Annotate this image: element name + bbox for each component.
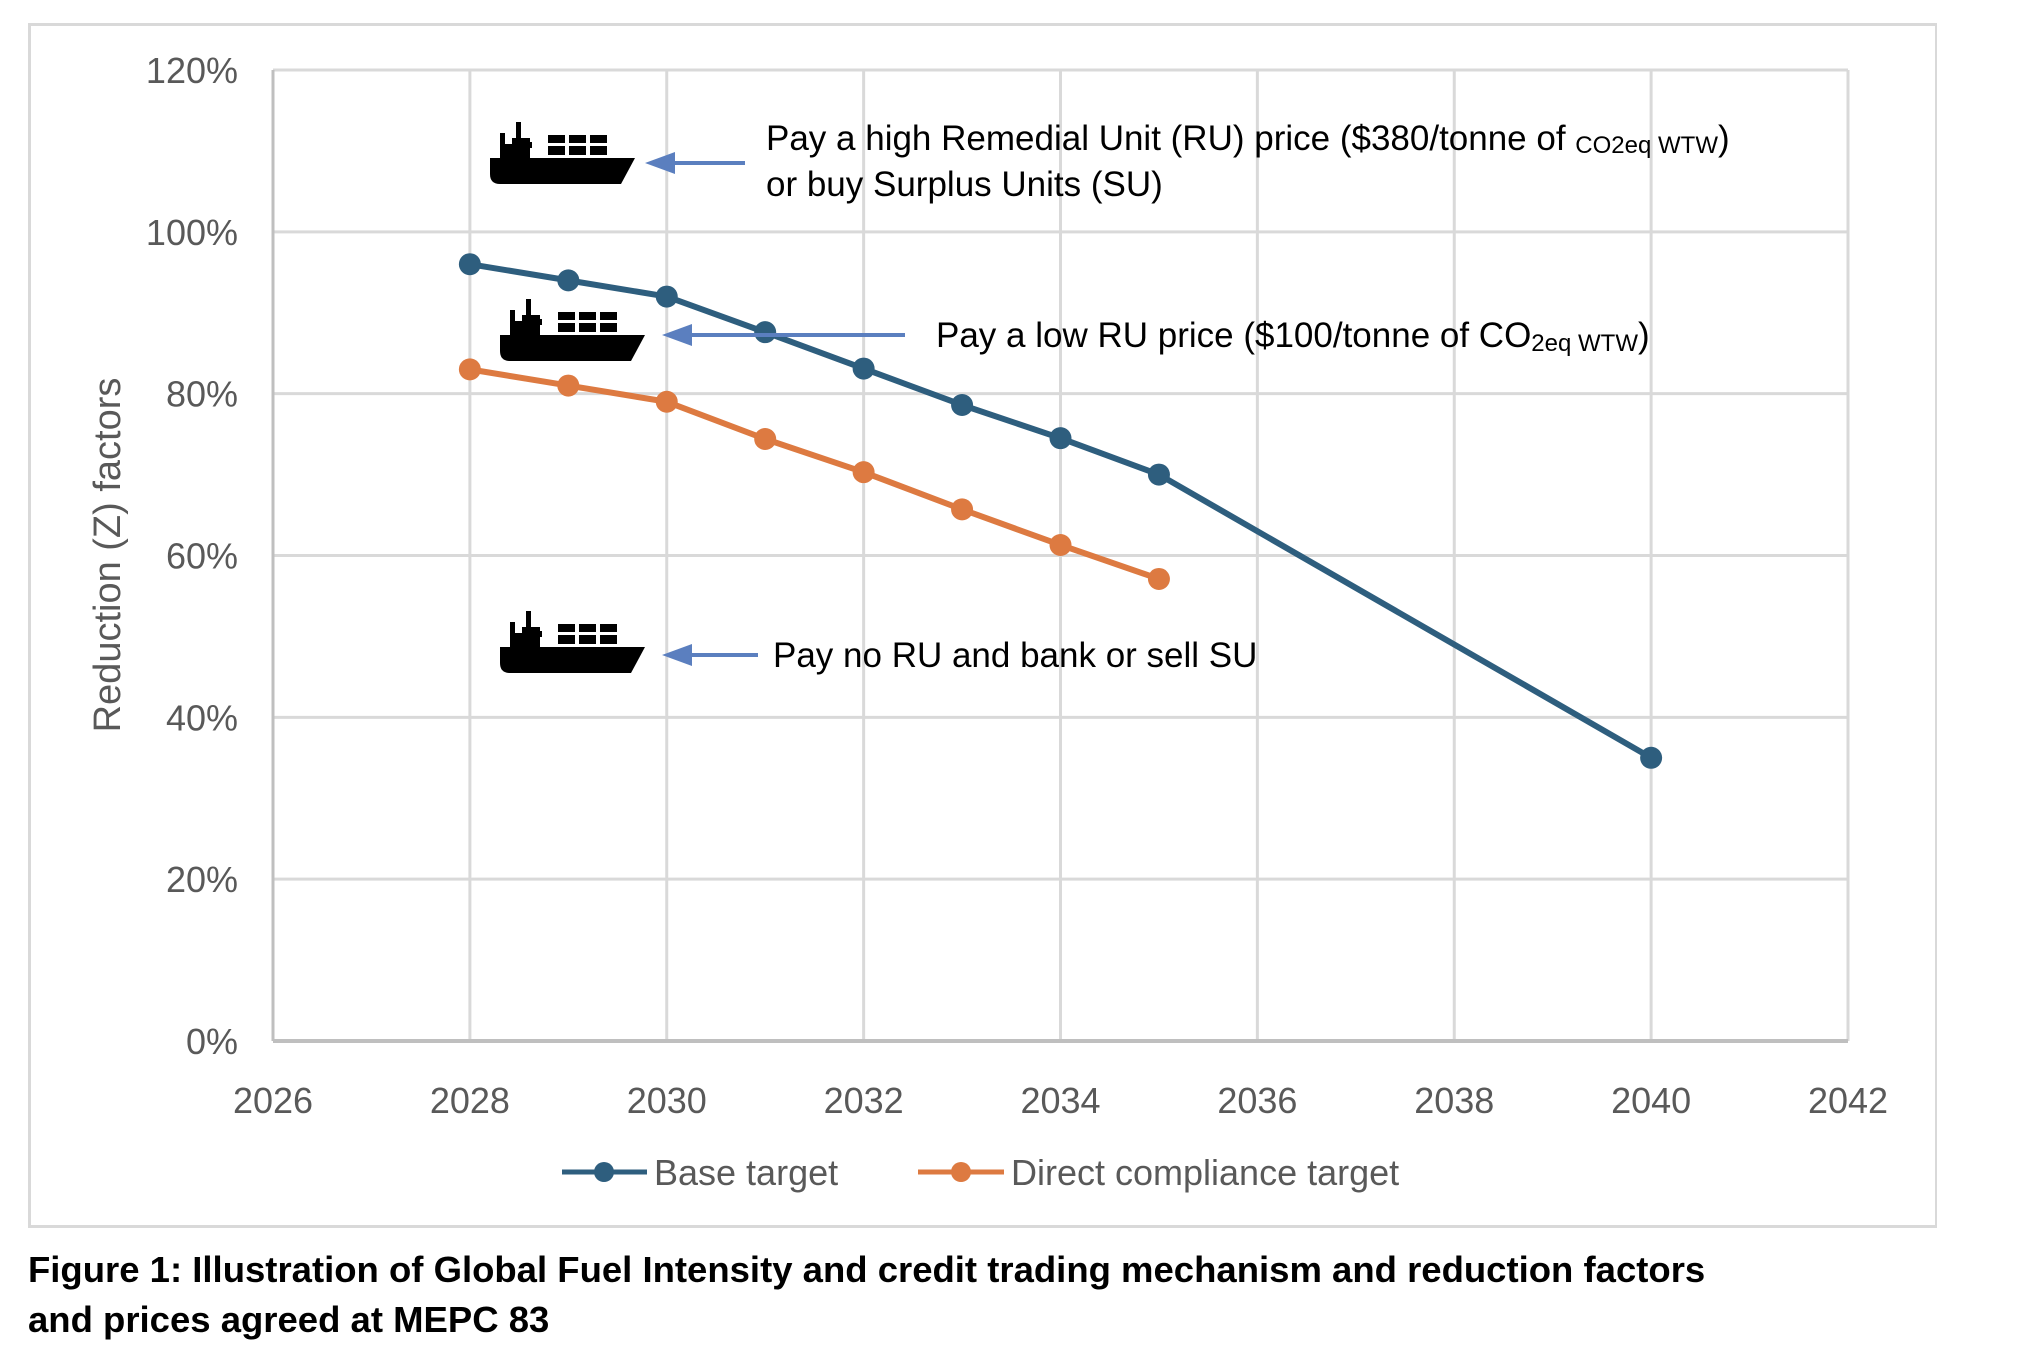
figure-caption: Figure 1: Illustration of Global Fuel In… bbox=[28, 1245, 2028, 1345]
cargo-ship-icon bbox=[500, 611, 645, 673]
legend-item-base-target: Base target bbox=[562, 1152, 838, 1193]
x-tick-label: 2036 bbox=[1217, 1080, 1297, 1121]
data-point bbox=[655, 285, 678, 308]
chart-frame bbox=[28, 23, 1937, 1228]
legend-label: Direct compliance target bbox=[1011, 1152, 1399, 1193]
cargo-ship-icon bbox=[500, 299, 645, 361]
x-tick-label: 2032 bbox=[824, 1080, 904, 1121]
y-tick-label: 100% bbox=[146, 212, 238, 253]
annotation-no-ru: Pay no RU and bank or sell SU bbox=[500, 611, 1257, 675]
cargo-ship-icon bbox=[490, 122, 635, 184]
y-tick-label: 120% bbox=[146, 50, 238, 91]
y-axis-title: Reduction (Z) factors bbox=[87, 378, 129, 733]
x-tick-label: 2040 bbox=[1611, 1080, 1691, 1121]
arrow-icon bbox=[662, 324, 905, 346]
data-point bbox=[1147, 567, 1170, 590]
y-tick-label: 80% bbox=[166, 374, 238, 415]
y-tick-label: 20% bbox=[166, 859, 238, 900]
data-point bbox=[754, 321, 777, 344]
data-point bbox=[754, 427, 777, 450]
legend-marker bbox=[594, 1162, 614, 1182]
legend-label: Base target bbox=[654, 1152, 838, 1193]
data-point bbox=[852, 461, 875, 484]
data-point bbox=[1640, 746, 1663, 769]
legend-marker bbox=[951, 1162, 971, 1182]
data-point bbox=[557, 374, 580, 397]
data-point bbox=[557, 269, 580, 292]
x-tick-label: 2028 bbox=[430, 1080, 510, 1121]
caption-line: and prices agreed at MEPC 83 bbox=[28, 1299, 550, 1340]
arrow-icon bbox=[662, 644, 758, 666]
data-point bbox=[951, 393, 974, 416]
legend-item-direct-compliance-target: Direct compliance target bbox=[918, 1152, 1399, 1193]
series-direct-compliance-target bbox=[458, 358, 1170, 590]
x-tick-label: 2034 bbox=[1020, 1080, 1100, 1121]
x-tick-label: 2038 bbox=[1414, 1080, 1494, 1121]
x-tick-label: 2026 bbox=[233, 1080, 313, 1121]
annotation-line: Pay no RU and bank or sell SU bbox=[773, 636, 1257, 675]
series bbox=[458, 253, 1663, 769]
caption-line: Figure 1: Illustration of Global Fuel In… bbox=[28, 1249, 1706, 1290]
annotation-low-ru-price: Pay a low RU price ($100/tonne of CO2eq … bbox=[500, 299, 1650, 361]
annotation-line: Pay a high Remedial Unit (RU) price ($38… bbox=[766, 119, 1730, 159]
data-point bbox=[458, 358, 481, 381]
x-tick-label: 2042 bbox=[1808, 1080, 1888, 1121]
annotation-line: Pay a low RU price ($100/tonne of CO2eq … bbox=[936, 316, 1650, 357]
y-tick-labels: 0% 20% 40% 60% 80% 100% 120% bbox=[146, 50, 238, 1062]
y-tick-label: 40% bbox=[166, 697, 238, 738]
y-tick-label: 60% bbox=[166, 536, 238, 577]
axes bbox=[271, 70, 1848, 1043]
series-line bbox=[469, 366, 1160, 582]
data-point bbox=[655, 390, 678, 413]
series-base-target bbox=[458, 253, 1663, 769]
annotation-line: or buy Surplus Units (SU) bbox=[766, 165, 1163, 204]
data-point bbox=[458, 253, 481, 276]
data-point bbox=[951, 498, 974, 521]
data-point bbox=[1049, 533, 1072, 556]
x-tick-labels: 2026 2028 2030 2032 2034 2036 2038 2040 2042 bbox=[233, 1080, 1888, 1121]
annotation-high-ru-price: Pay a high Remedial Unit (RU) price ($38… bbox=[490, 119, 1730, 204]
x-tick-label: 2030 bbox=[627, 1080, 707, 1121]
data-point bbox=[1147, 463, 1170, 486]
data-point bbox=[852, 357, 875, 380]
data-point bbox=[1049, 427, 1072, 450]
legend: Base target Direct compliance target bbox=[562, 1152, 1399, 1193]
y-tick-label: 0% bbox=[186, 1021, 238, 1062]
arrow-icon bbox=[645, 152, 745, 174]
